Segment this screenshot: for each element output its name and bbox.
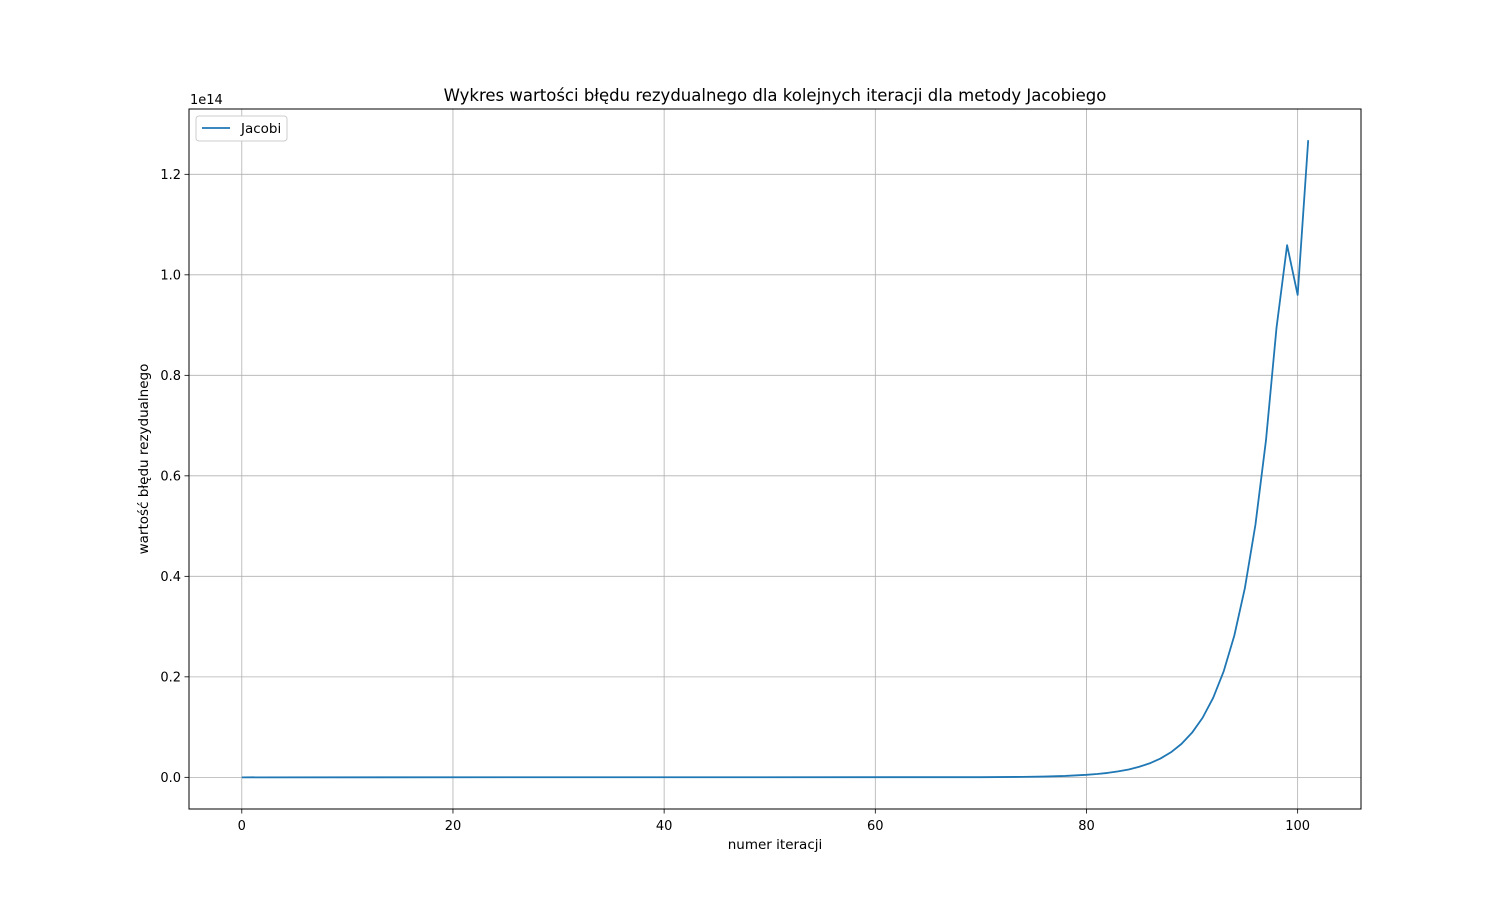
x-tick-label: 20 [445, 819, 462, 834]
x-tick-label: 80 [1078, 819, 1095, 834]
y-tick-label: 1.0 [160, 268, 181, 283]
x-tick-label: 100 [1285, 819, 1310, 834]
x-axis-label: numer iteracji [728, 837, 823, 853]
series-line-jacobi [241, 140, 1310, 779]
chart-title: Wykres wartości błędu rezydualnego dla k… [444, 86, 1107, 105]
y-tick-label: 0.6 [160, 469, 181, 484]
x-tick-label: 40 [656, 819, 673, 834]
y-tick-label: 0.4 [160, 570, 181, 585]
y-axis-label: wartość błędu rezydualnego [136, 364, 152, 555]
legend: Jacobi [195, 115, 288, 142]
legend-label-jacobi: Jacobi [240, 121, 281, 137]
y-tick-label: 1.2 [160, 168, 181, 183]
legend-box [195, 115, 288, 142]
x-tick-label: 60 [867, 819, 884, 834]
y-tick-label: 0.0 [160, 771, 181, 786]
y-tick-label: 0.2 [160, 670, 181, 685]
y-axis-offset-label: 1e14 [190, 93, 223, 108]
ticks: 0 20 40 60 80 100 0.0 0.2 0.4 0.6 0.8 1.0 1.2 [160, 168, 1310, 834]
x-tick-label: 0 [238, 819, 246, 834]
y-tick-label: 0.8 [160, 369, 181, 384]
plot-frame [188, 108, 1362, 810]
series-layer [241, 140, 1310, 779]
grid [189, 109, 1361, 809]
